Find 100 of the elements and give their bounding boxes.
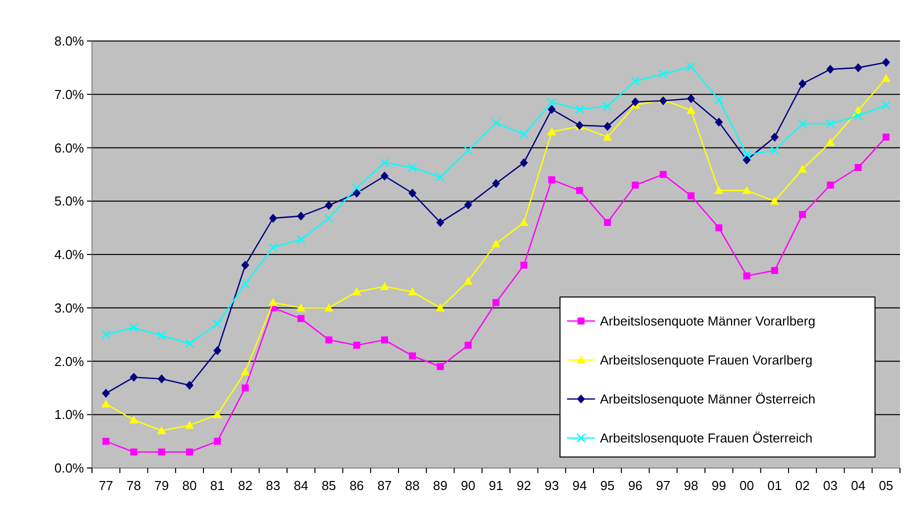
x-tick-label: 89 <box>433 478 448 493</box>
point <box>353 342 360 349</box>
x-tick-label: 00 <box>740 478 754 493</box>
point <box>185 420 194 429</box>
y-tick-label: 5.0% <box>54 194 84 209</box>
point <box>632 182 639 189</box>
point <box>101 399 110 408</box>
x-tick-label: 86 <box>349 478 364 493</box>
x-tick-label: 97 <box>656 478 670 493</box>
x-tick-label: 79 <box>154 478 169 493</box>
point <box>464 200 472 210</box>
point <box>408 352 416 360</box>
point <box>742 186 752 194</box>
point <box>798 164 807 173</box>
point <box>742 150 752 160</box>
point <box>324 214 334 223</box>
point <box>324 200 333 210</box>
point <box>242 384 249 392</box>
point <box>129 415 138 424</box>
point <box>770 196 780 205</box>
y-tick-label: 1.0% <box>54 407 84 422</box>
point <box>352 183 362 192</box>
x-tick-label: 01 <box>767 478 782 493</box>
point <box>520 262 528 269</box>
point <box>241 260 250 270</box>
point <box>854 63 862 72</box>
point <box>548 104 556 114</box>
point <box>463 146 473 156</box>
x-tick-label: 77 <box>98 478 114 493</box>
point <box>408 162 418 172</box>
y-tick-label: 8.0% <box>54 34 84 49</box>
x-tick-label: 99 <box>712 478 726 493</box>
point <box>826 64 834 74</box>
point <box>715 224 722 232</box>
point <box>352 188 361 198</box>
x-tick-label: 82 <box>238 478 252 493</box>
point <box>743 272 750 280</box>
point <box>519 130 529 140</box>
point <box>184 338 194 348</box>
y-tick-label: 2.0% <box>54 354 84 369</box>
x-tick-label: 80 <box>182 478 197 493</box>
point <box>854 164 862 171</box>
x-tick-label: 04 <box>850 478 866 493</box>
point <box>798 119 808 128</box>
point <box>826 138 835 146</box>
point <box>102 388 110 398</box>
x-tick-label: 88 <box>405 478 420 493</box>
point <box>520 158 528 168</box>
point <box>380 282 390 290</box>
point <box>436 363 444 370</box>
point <box>492 299 500 306</box>
point <box>130 372 138 382</box>
x-tick-label: 05 <box>878 478 894 493</box>
point <box>770 132 779 142</box>
point <box>158 374 166 384</box>
point <box>492 239 500 248</box>
x-tick-label: 83 <box>266 478 280 493</box>
point <box>687 94 696 104</box>
point <box>157 330 166 340</box>
point <box>158 448 166 456</box>
point <box>352 287 362 296</box>
point <box>491 118 501 128</box>
point <box>881 100 891 110</box>
x-tick-label: 91 <box>488 478 504 493</box>
legend-label: Arbeitslosenquote Männer Vorarlberg <box>600 314 816 329</box>
point <box>268 298 278 306</box>
point <box>798 79 806 88</box>
point <box>213 346 222 356</box>
point <box>436 303 445 312</box>
point <box>604 218 611 226</box>
point <box>130 448 138 456</box>
y-tick-label: 3.0% <box>54 300 84 316</box>
x-tick-label: 98 <box>684 478 698 493</box>
point <box>576 186 584 194</box>
point <box>102 438 110 445</box>
point <box>325 336 332 344</box>
point <box>240 279 250 289</box>
point <box>686 62 696 72</box>
x-tick-label: 02 <box>795 478 810 493</box>
point <box>436 172 445 182</box>
point <box>296 212 305 221</box>
x-tick-label: 94 <box>572 478 587 493</box>
x-tick-label: 85 <box>322 478 336 493</box>
point <box>492 179 500 188</box>
point <box>296 303 306 312</box>
x-tick-label: 96 <box>628 478 643 493</box>
point <box>436 218 444 227</box>
point <box>714 95 724 104</box>
point <box>798 210 806 218</box>
point <box>157 426 166 434</box>
point <box>464 276 473 285</box>
point <box>602 101 612 111</box>
point <box>630 76 640 86</box>
point <box>854 111 863 120</box>
point <box>324 303 334 312</box>
point <box>297 315 304 322</box>
point <box>770 146 780 156</box>
point <box>380 158 390 168</box>
x-tick-label: 95 <box>600 478 615 493</box>
x-tick-label: 03 <box>823 478 838 493</box>
